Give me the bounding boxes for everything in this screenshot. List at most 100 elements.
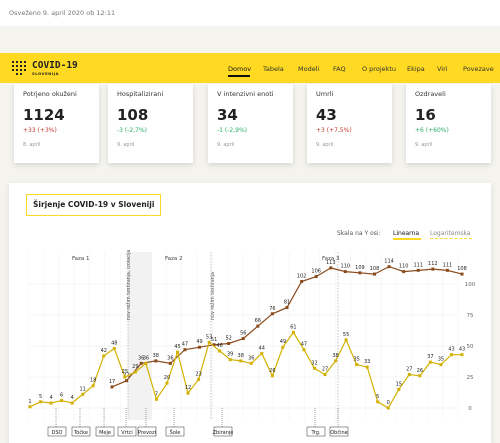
- daily-data-label: 5: [376, 394, 379, 400]
- event-box: [165, 426, 185, 437]
- hospital-point: [445, 268, 449, 272]
- daily-data-label: 5: [39, 394, 42, 400]
- hospital-data-label: 109: [355, 265, 365, 271]
- hospital-point: [343, 270, 347, 274]
- logo-title: COVID-19: [32, 60, 78, 71]
- daily-data-label: 23: [195, 371, 201, 377]
- hospital-point: [387, 265, 391, 269]
- nav-viri[interactable]: Viri: [437, 65, 448, 73]
- hospital-point: [329, 266, 333, 270]
- card-recovered: Ozdraveli 16 +6 (+60%) 9. april: [406, 84, 491, 163]
- daily-data-label: 4: [49, 395, 52, 401]
- daily-data-label: 45: [174, 344, 180, 350]
- chart-grid: [27, 252, 459, 420]
- hospital-point: [110, 385, 114, 389]
- card-value: 1124: [23, 106, 65, 124]
- event-box: [47, 426, 67, 437]
- logo[interactable]: COVID-19 SLOVENIJA: [10, 59, 80, 77]
- event-label: DSO: [52, 430, 63, 436]
- daily-point: [39, 400, 43, 404]
- hospital-data-label: 111: [443, 262, 453, 268]
- hospital-data-label: 76: [269, 306, 275, 312]
- event-box: [71, 426, 91, 437]
- daily-data-label: 20: [164, 375, 170, 381]
- card-title: V intenzivni enoti: [217, 90, 274, 98]
- daily-data-label: 32: [311, 360, 317, 366]
- regime-annotation: nov režim testiranja: [209, 272, 216, 320]
- daily-data-label: 35: [438, 357, 444, 363]
- card-hospitalized: Hospitalizirani 108 -3 (-2,7%) 9. april: [108, 84, 193, 163]
- daily-point: [439, 363, 443, 367]
- daily-data-label: 38: [332, 353, 338, 359]
- hospital-point: [168, 361, 172, 365]
- daily-data-label: 26: [269, 368, 275, 374]
- hospital-point: [227, 342, 231, 346]
- daily-data-label: 42: [101, 348, 107, 354]
- daily-data-label: 61: [290, 324, 296, 330]
- daily-point: [281, 345, 285, 349]
- event-box: [117, 426, 137, 437]
- nav-domov[interactable]: Domov: [228, 65, 252, 73]
- nav-povezave[interactable]: Povezave: [463, 65, 494, 73]
- scale-log-option[interactable]: Logaritemska: [430, 230, 471, 237]
- y-axis: 0 25 50 75 100: [465, 282, 476, 412]
- nav-faq[interactable]: FAQ: [333, 65, 346, 73]
- card-delta: +33 (+3%): [23, 127, 57, 134]
- daily-point: [239, 359, 243, 363]
- card-icu: V intenzivni enoti 34 -1 (-2,9%) 9. apri…: [208, 84, 293, 163]
- hospital-point: [416, 268, 420, 272]
- nav-tabela[interactable]: Tabela: [263, 65, 284, 73]
- scale-label: Skala na Y osi:: [337, 230, 381, 237]
- event-box: [137, 426, 157, 437]
- daily-point: [365, 365, 369, 369]
- card-value: 43: [316, 106, 337, 124]
- scale-linear-option[interactable]: Linearna: [393, 230, 420, 237]
- nav-active-indicator: [228, 75, 250, 77]
- event-label: Zbiranje: [213, 430, 234, 436]
- scale-inactive-indicator: [430, 238, 472, 239]
- card-value: 34: [217, 106, 238, 124]
- card-delta: -1 (-2,9%): [217, 127, 247, 134]
- event-box: [329, 426, 349, 437]
- hospital-data-label: 111: [413, 262, 423, 268]
- y-tick-label: 75: [467, 313, 474, 319]
- daily-data-label: 35: [353, 357, 359, 363]
- logo-subtitle: SLOVENIJA: [32, 71, 60, 76]
- event-box: [306, 426, 326, 437]
- daily-data-label: 27: [406, 367, 412, 373]
- card-date: 9. april: [415, 142, 433, 148]
- hospital-data-label: 110: [341, 264, 351, 270]
- chart-title: Širjenje COVID-19 v Sloveniji: [26, 194, 162, 216]
- daily-data-label: 39: [227, 352, 233, 358]
- card-title: Umrli: [316, 90, 334, 98]
- event-box: [95, 426, 115, 437]
- hospital-point: [358, 271, 362, 275]
- hospital-point: [300, 280, 304, 284]
- hospital-point: [154, 359, 158, 363]
- daily-point: [334, 359, 338, 363]
- y-tick-label: 0: [468, 406, 472, 412]
- hospital-data-label: 114: [384, 259, 394, 265]
- daily-point: [70, 401, 74, 405]
- hospital-data-label: 47: [182, 342, 188, 348]
- daily-point: [449, 353, 453, 357]
- hospital-data-label: 113: [326, 260, 336, 266]
- event-label: Šole: [170, 429, 181, 436]
- hospital-data-label: 51: [211, 337, 217, 343]
- scale-active-indicator: [393, 238, 421, 240]
- hospital-point: [460, 272, 464, 276]
- hospital-point: [198, 345, 201, 349]
- nav-ekipa[interactable]: Ekipa: [407, 65, 425, 73]
- card-date: 9. april: [316, 142, 334, 148]
- navbar: COVID-19 SLOVENIJA Domov Tabela Modeli F…: [0, 53, 500, 83]
- card-confirmed: Potrjeno okuženi 1124 +33 (+3%) 8. april: [14, 84, 99, 163]
- daily-point: [144, 361, 148, 365]
- daily-point: [270, 374, 274, 378]
- daily-point: [176, 350, 180, 354]
- card-delta: +3 (+7,5%): [316, 127, 352, 134]
- nav-modeli[interactable]: Modeli: [298, 65, 320, 73]
- hospital-point: [314, 275, 318, 279]
- card-date: 9. april: [117, 142, 135, 148]
- nav-o-projektu[interactable]: O projektu: [362, 65, 397, 73]
- hospital-point: [270, 312, 274, 316]
